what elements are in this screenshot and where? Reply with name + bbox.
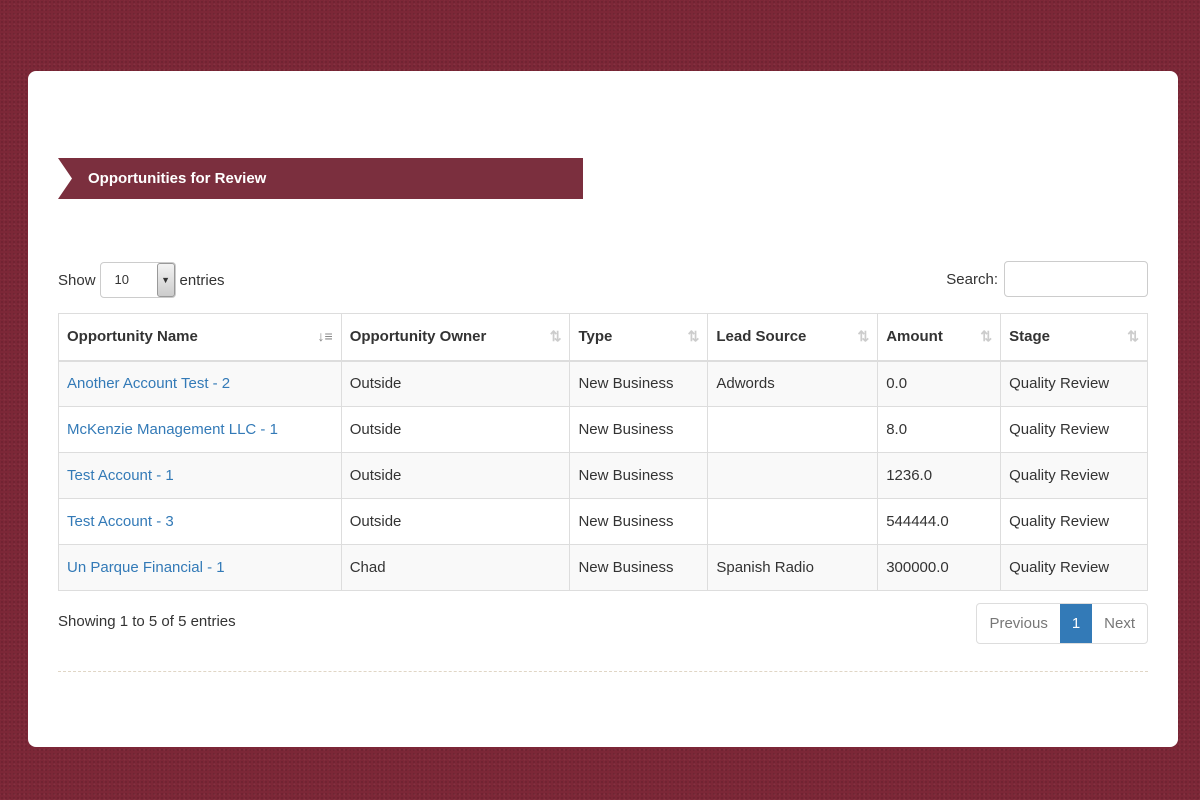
table-cell: New Business	[569, 498, 709, 545]
table-cell: Another Account Test - 2	[58, 360, 342, 407]
table-cell: New Business	[569, 360, 709, 407]
table-cell: 300000.0	[877, 544, 1002, 591]
table-cell	[707, 498, 879, 545]
opportunity-link[interactable]: Another Account Test - 2	[67, 375, 231, 393]
cell-value: Outside	[349, 513, 402, 530]
sort-icon: ⇅	[687, 328, 700, 344]
pagination: Previous 1 Next	[976, 603, 1148, 644]
opportunities-table: Opportunity Name ↓≡ Opportunity Owner ⇅ Type…	[58, 313, 1148, 591]
search-label: Search:	[946, 270, 998, 288]
table-cell: New Business	[569, 544, 709, 591]
column-header[interactable]: Lead Source ⇅	[707, 313, 879, 362]
table-cell: 0.0	[877, 360, 1002, 407]
cell-value: Chad	[349, 559, 386, 576]
sort-icon: ⇅	[857, 328, 870, 344]
section-title: Opportunities for Review	[58, 158, 583, 199]
column-label: Type	[578, 328, 613, 346]
table-cell: Quality Review	[1000, 544, 1148, 591]
content-card: Opportunities for Review Show 10 ▼ entrie…	[28, 71, 1178, 747]
column-label: Lead Source	[716, 328, 807, 346]
table-cell: Outside	[340, 498, 571, 545]
length-control: Show 10 ▼ entries	[58, 262, 225, 298]
cell-value: Quality Review	[1009, 421, 1110, 438]
table-cell: Adwords	[707, 360, 879, 407]
table-row: Another Account Test - 2 Outside New Busin…	[58, 360, 1148, 407]
opportunity-link[interactable]: Test Account - 1	[67, 467, 174, 484]
table-row: Test Account - 1 Outside New Business 1236.…	[58, 452, 1148, 499]
table-cell: New Business	[569, 406, 709, 453]
table-cell	[707, 406, 879, 453]
table-cell: Quality Review	[1000, 360, 1148, 407]
entries-label: entries	[179, 271, 225, 289]
cell-value: 544444.0	[886, 513, 949, 530]
cell-value: Quality Review	[1009, 559, 1110, 576]
previous-button[interactable]: Previous	[989, 615, 1048, 632]
sort-ascending-icon: ↓≡	[317, 328, 333, 344]
sort-icon: ⇅	[549, 328, 562, 344]
show-label: Show	[58, 271, 96, 289]
opportunity-link[interactable]: Test Account - 3	[67, 513, 174, 530]
table-cell: Chad	[340, 544, 571, 591]
cell-value: New Business	[578, 467, 674, 484]
cell-value: 300000.0	[886, 559, 949, 576]
column-header[interactable]: Opportunity Owner ⇅	[340, 313, 571, 362]
table-info: Showing 1 to 5 of 5 entries	[58, 613, 236, 630]
table-cell: Quality Review	[1000, 498, 1148, 545]
cell-value: New Business	[578, 375, 674, 393]
cell-value: Quality Review	[1009, 375, 1110, 393]
column-label: Opportunity Owner	[349, 328, 487, 346]
next-button[interactable]: Next	[1104, 615, 1135, 632]
cell-value: Adwords	[716, 375, 775, 393]
column-label: Opportunity Name	[67, 328, 198, 346]
cell-value: 8.0	[886, 421, 908, 438]
table-cell: McKenzie Management LLC - 1	[58, 406, 342, 453]
search-input[interactable]	[1004, 261, 1148, 297]
table-cell: 544444.0	[877, 498, 1002, 545]
table-cell: Quality Review	[1000, 406, 1148, 453]
cell-value: Quality Review	[1009, 513, 1110, 530]
table-cell: Test Account - 1	[58, 452, 342, 499]
column-header[interactable]: Opportunity Name ↓≡	[58, 313, 342, 362]
sort-icon: ⇅	[980, 328, 993, 344]
table-cell: Un Parque Financial - 1	[58, 544, 342, 591]
table-cell: Outside	[340, 360, 571, 407]
cell-value: New Business	[578, 559, 674, 576]
column-label: Stage	[1009, 328, 1050, 346]
table-cell: Quality Review	[1000, 452, 1148, 499]
entries-value: 10	[114, 272, 129, 287]
column-header[interactable]: Amount ⇅	[877, 313, 1002, 362]
table-row: Un Parque Financial - 1 Chad New Business S…	[58, 544, 1148, 591]
column-header[interactable]: Type ⇅	[569, 313, 709, 362]
page-1-button[interactable]: 1	[1059, 604, 1093, 643]
cell-value: 0.0	[886, 375, 908, 393]
table-cell: 1236.0	[877, 452, 1002, 499]
sort-icon: ⇅	[1127, 328, 1139, 344]
cell-value: 1236.0	[886, 467, 933, 484]
table-cell: Outside	[340, 406, 571, 453]
divider	[58, 671, 1148, 672]
cell-value: Outside	[349, 467, 402, 484]
cell-value: Outside	[349, 375, 402, 393]
entries-select[interactable]: 10 ▼	[99, 262, 176, 298]
chevron-down-icon: ▼	[156, 263, 175, 297]
cell-value: Quality Review	[1009, 467, 1110, 484]
table-cell: Spanish Radio	[707, 544, 879, 591]
table-cell: 8.0	[877, 406, 1002, 453]
cell-value: Spanish Radio	[716, 559, 814, 576]
column-header[interactable]: Stage ⇅	[1000, 313, 1148, 362]
table-cell	[707, 452, 879, 499]
table-cell: Test Account - 3	[58, 498, 342, 545]
opportunity-link[interactable]: Un Parque Financial - 1	[67, 559, 225, 576]
table-row: McKenzie Management LLC - 1 Outside New Bu…	[58, 406, 1148, 453]
cell-value: Outside	[349, 421, 402, 438]
search-control: Search:	[946, 261, 1148, 297]
table-row: Test Account - 3 Outside New Business 54444…	[58, 498, 1148, 545]
cell-value: New Business	[578, 513, 674, 530]
cell-value: New Business	[578, 421, 674, 438]
table-cell: Outside	[340, 452, 571, 499]
column-label: Amount	[886, 328, 943, 346]
opportunity-link[interactable]: McKenzie Management LLC - 1	[67, 421, 278, 438]
table-cell: New Business	[569, 452, 709, 499]
